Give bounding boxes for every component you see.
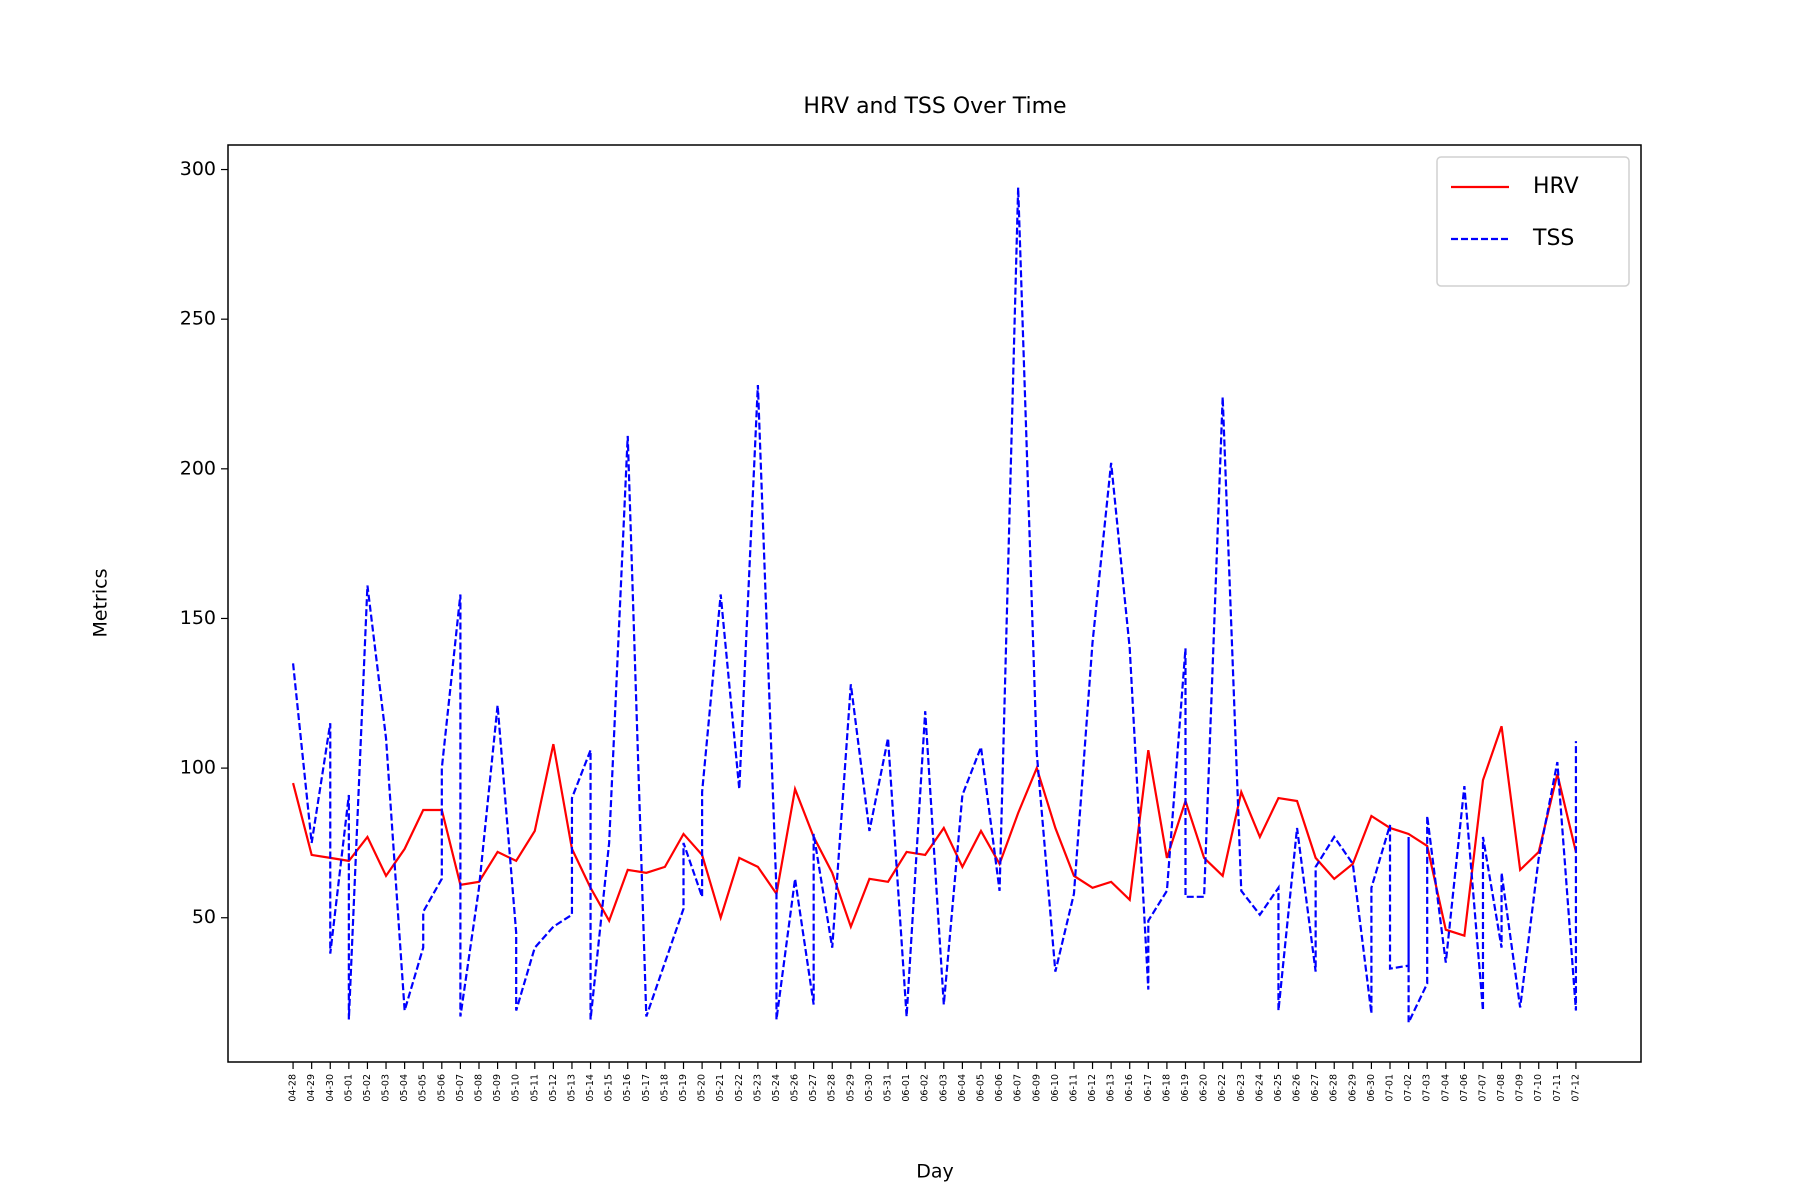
x-tick-label: 05-14 [585,1074,596,1102]
x-tick-label: 06-03 [938,1074,949,1102]
x-tick-label: 05-07 [455,1074,466,1102]
x-tick-label: 05-04 [399,1074,410,1102]
x-axis-label: Day [916,1161,954,1183]
x-tick-label: 06-09 [1031,1074,1042,1102]
x-tick-label: 05-30 [864,1074,875,1102]
x-tick-label: 07-03 [1422,1074,1433,1102]
x-tick-label: 07-11 [1552,1074,1563,1102]
x-tick-label: 06-05 [975,1074,986,1102]
x-tick-label: 05-23 [752,1074,763,1102]
x-tick-label: 06-13 [1106,1074,1117,1102]
x-tick-label: 05-16 [622,1074,633,1102]
x-tick-label: 06-29 [1347,1074,1358,1102]
x-tick-label: 05-01 [343,1074,354,1102]
x-tick-label: 07-07 [1477,1074,1488,1102]
x-tick-label: 06-17 [1143,1074,1154,1102]
x-tick-label: 05-17 [641,1074,652,1102]
x-tick-label: 05-08 [473,1074,484,1102]
x-tick-label: 05-10 [511,1074,522,1102]
x-tick-label: 06-26 [1292,1074,1303,1102]
x-tick-label: 05-26 [790,1074,801,1102]
x-tick-label: 05-19 [678,1074,689,1102]
x-tick-label: 06-19 [1180,1074,1191,1102]
x-tick-label: 07-01 [1385,1074,1396,1102]
x-tick-label: 06-12 [1087,1074,1098,1102]
x-tick-label: 05-12 [548,1074,559,1102]
x-tick-label: 05-06 [436,1074,447,1102]
y-tick-label: 100 [180,757,216,779]
x-tick-label: 05-31 [883,1074,894,1102]
x-tick-label: 06-18 [1161,1074,1172,1102]
y-tick-label: 200 [180,457,216,479]
x-tick-label: 06-04 [957,1074,968,1102]
legend-label: TSS [1532,226,1574,251]
x-tick-label: 07-04 [1440,1074,1451,1102]
x-tick-label: 06-16 [1124,1074,1135,1102]
x-tick-label: 07-08 [1496,1074,1507,1102]
x-tick-label: 07-10 [1533,1074,1544,1102]
x-tick-label: 06-02 [920,1074,931,1102]
x-tick-label: 06-23 [1236,1074,1247,1102]
x-tick-label: 05-03 [381,1074,392,1102]
x-tick-label: 06-22 [1217,1074,1228,1102]
x-tick-label: 07-09 [1515,1074,1526,1102]
x-tick-label: 06-20 [1199,1074,1210,1102]
x-tick-label: 06-25 [1273,1074,1284,1102]
y-tick-label: 150 [180,607,216,629]
x-tick-label: 06-01 [901,1074,912,1102]
x-tick-label: 06-07 [1013,1074,1024,1102]
x-tick-label: 06-28 [1329,1074,1340,1102]
x-tick-label: 07-06 [1459,1074,1470,1102]
plot-frame [227,144,1642,1063]
x-tick-label: 05-21 [715,1074,726,1102]
x-tick-label: 07-02 [1403,1074,1414,1102]
x-tick-label: 05-02 [362,1074,373,1102]
y-axis-label: Metrics [90,569,112,638]
x-tick-label: 05-24 [771,1074,782,1102]
y-tick-label: 250 [180,308,216,330]
x-tick-label: 04-30 [325,1074,336,1102]
legend-box [1436,156,1630,287]
x-tick-label: 05-05 [418,1074,429,1102]
x-tick-label: 06-10 [1050,1074,1061,1102]
x-tick-label: 06-06 [994,1074,1005,1102]
x-tick-label: 05-22 [734,1074,745,1102]
x-tick-label: 06-24 [1254,1074,1265,1102]
x-tick-label: 05-09 [492,1074,503,1102]
x-tick-label: 05-29 [845,1074,856,1102]
series-line [291,187,1578,1023]
x-tick-label: 05-28 [827,1074,838,1102]
chart-title: HRV and TSS Over Time [803,94,1066,119]
x-tick-label: 07-12 [1570,1074,1581,1102]
x-tick-label: 05-13 [566,1074,577,1102]
x-tick-label: 05-20 [697,1074,708,1102]
y-tick-label: 300 [180,158,216,180]
legend-label: HRV [1533,174,1579,199]
x-tick-label: 06-27 [1310,1074,1321,1102]
x-tick-label: 05-18 [659,1074,670,1102]
y-tick-label: 50 [192,906,216,928]
x-tick-label: 06-11 [1068,1074,1079,1102]
x-tick-label: 06-30 [1366,1074,1377,1102]
x-tick-label: 05-15 [604,1074,615,1102]
x-tick-label: 04-29 [306,1074,317,1102]
x-tick-label: 05-11 [529,1074,540,1102]
x-tick-label: 04-28 [288,1074,299,1102]
x-tick-label: 05-27 [808,1074,819,1102]
